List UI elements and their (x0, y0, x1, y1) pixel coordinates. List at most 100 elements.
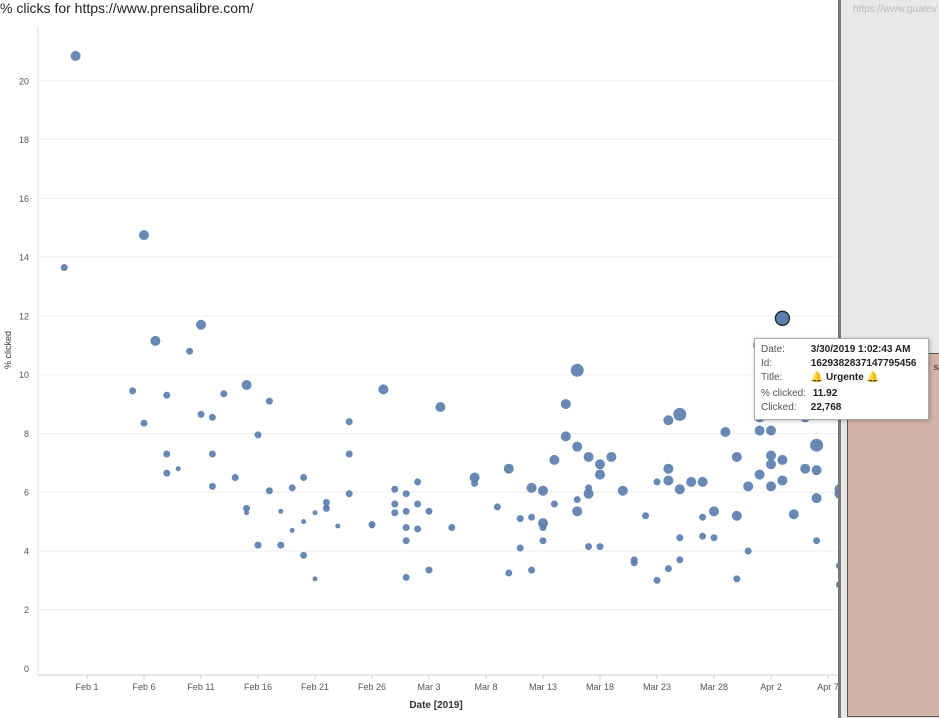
data-point (733, 575, 741, 583)
data-point (653, 478, 661, 486)
data-point (653, 576, 661, 584)
data-point (663, 415, 674, 426)
x-tick-label: Mar 13 (529, 682, 557, 692)
data-point (560, 399, 571, 410)
x-axis-label: Date [2019] (409, 700, 462, 711)
data-point (630, 556, 638, 564)
data-point (673, 407, 687, 421)
y-tick-label: 12 (19, 311, 29, 321)
data-point (572, 506, 583, 517)
data-point (163, 469, 171, 477)
data-point (813, 537, 821, 545)
data-point (731, 451, 742, 462)
data-point (810, 438, 824, 452)
data-point (312, 576, 318, 582)
data-point (186, 347, 194, 355)
y-tick-label: 14 (19, 253, 29, 263)
data-point (402, 490, 410, 498)
data-point (231, 474, 239, 482)
data-point (163, 450, 171, 458)
tooltip-title-value: Urgente (826, 372, 864, 383)
data-point (435, 402, 446, 413)
data-point (585, 543, 593, 551)
tooltip-pct-value: 11.92 (812, 388, 838, 399)
chart-title: % clicks for https://www.prensalibre.com… (0, 0, 254, 16)
data-point (744, 547, 752, 555)
data-point (642, 512, 650, 520)
x-tick-label: Feb 1 (75, 682, 98, 692)
data-point (596, 543, 604, 551)
data-point (402, 523, 410, 531)
x-axis-ticks: Feb 1 Feb 6 Feb 11 Feb 16 Feb 21 Feb 26 Mar 3 M… (75, 675, 838, 692)
data-point (676, 534, 684, 542)
tooltip-date-label: Date: (761, 344, 785, 355)
data-point (471, 479, 479, 487)
x-tick-label: Feb 11 (187, 682, 214, 692)
data-point (503, 463, 514, 474)
tooltip-date-value: 3/30/2019 1:02:43 AM (810, 344, 911, 355)
data-point (345, 450, 353, 458)
y-axis-ticks: 0 2 4 6 8 10 12 14 16 18 20 (19, 76, 29, 674)
data-point (834, 488, 838, 499)
data-point (550, 500, 558, 508)
y-tick-label: 6 (24, 488, 29, 498)
data-point (766, 459, 776, 470)
data-point (788, 509, 799, 520)
data-point (469, 472, 480, 483)
data-point (743, 481, 754, 492)
data-point (835, 581, 838, 588)
tooltip: Date: 3/30/2019 1:02:43 AM Id: 162938283… (754, 338, 929, 420)
data-point (528, 513, 536, 521)
highlighted-point (774, 310, 791, 326)
data-point (686, 476, 697, 487)
data-point (300, 551, 308, 559)
data-point (175, 466, 181, 472)
data-point (322, 504, 330, 512)
y-tick-label: 18 (19, 135, 29, 145)
y-tick-label: 2 (24, 605, 29, 615)
x-tick-label: Feb 6 (132, 682, 155, 692)
y-tick-label: 0 (24, 664, 29, 674)
data-point (493, 503, 501, 511)
gridlines (37, 27, 838, 676)
tooltip-row-pct: % clicked: 11.92 (761, 388, 837, 399)
scatter-plot: 0 2 4 6 8 10 12 14 16 18 20 Feb 1 Feb 6 Feb 11 Feb 16… (3, 27, 838, 711)
data-point (197, 410, 205, 418)
data-point (676, 556, 684, 564)
x-tick-label: Apr 7 (817, 682, 838, 692)
tooltip-row-date: Date: 3/30/2019 1:02:43 AM (761, 344, 910, 355)
side-panel-url[interactable]: https://www.guatev (853, 4, 937, 15)
data-point (391, 509, 399, 517)
data-point (378, 384, 389, 395)
tooltip-clicked-label: Clicked: (761, 402, 797, 413)
data-point (754, 425, 765, 436)
x-tick-label: Apr 2 (760, 682, 782, 692)
data-point (516, 515, 524, 523)
data-point (414, 478, 422, 486)
data-point (709, 506, 719, 517)
y-axis-label: % clicked (3, 331, 13, 369)
data-point (448, 523, 456, 531)
data-point (345, 418, 353, 426)
data-point (414, 525, 422, 533)
data-point (572, 441, 583, 452)
x-tick-label: Feb 16 (244, 682, 272, 692)
y-tick-label: 10 (19, 370, 29, 380)
data-point (288, 484, 296, 492)
data-point (70, 50, 81, 61)
data-point (402, 507, 410, 515)
data-point (800, 463, 811, 474)
data-point (425, 566, 433, 574)
data-point (617, 485, 628, 496)
data-point (414, 500, 422, 508)
tooltip-title-label: Title: (761, 372, 783, 383)
data-point (241, 379, 252, 390)
data-point (300, 474, 308, 482)
data-point (811, 493, 822, 504)
data-point (140, 419, 148, 427)
data-point (595, 469, 605, 480)
data-point (766, 450, 776, 461)
data-point (583, 488, 594, 499)
data-point (289, 527, 295, 533)
data-point (60, 263, 68, 271)
